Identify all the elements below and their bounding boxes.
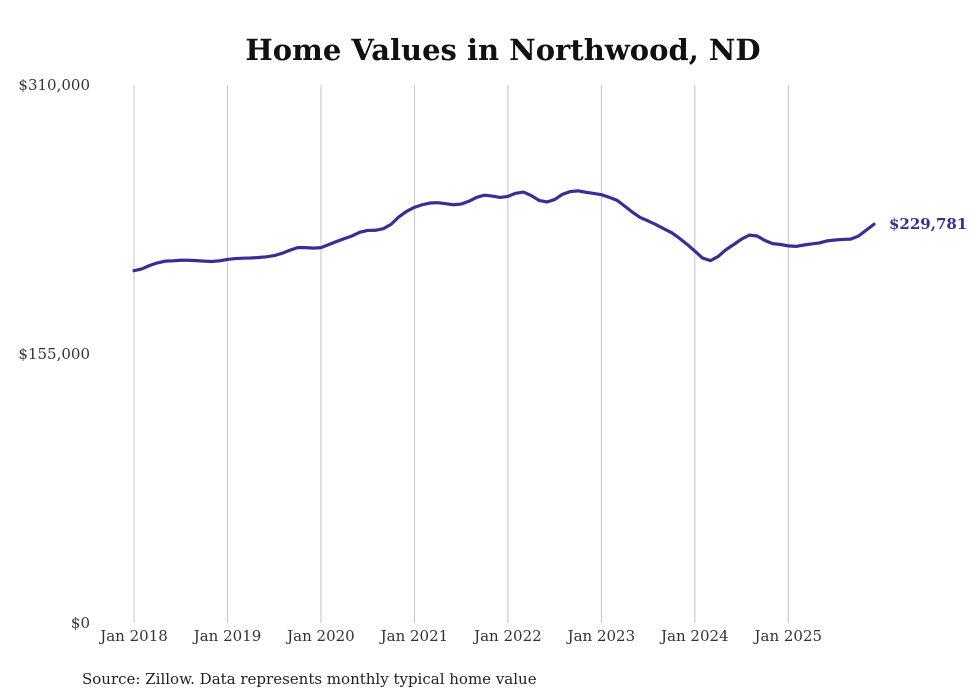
source-note: Source: Zillow. Data represents monthly … [82, 670, 537, 688]
home-value-line [132, 189, 876, 273]
x-tick-label: Jan 2025 [753, 627, 823, 645]
chart-title: Home Values in Northwood, ND [245, 33, 760, 67]
x-tick-label: Jan 2018 [98, 627, 168, 645]
x-tick-label: Jan 2019 [192, 627, 262, 645]
y-tick-label: $310,000 [18, 76, 90, 94]
x-tick-label: Jan 2021 [379, 627, 449, 645]
x-tick-label: Jan 2024 [659, 627, 729, 645]
x-tick-label: Jan 2022 [472, 627, 542, 645]
x-axis-tick-labels: Jan 2018 Jan 2019 Jan 2020 Jan 2021 Jan 2022… [98, 627, 822, 645]
x-tick-label: Jan 2020 [285, 627, 355, 645]
vertical-gridlines [133, 85, 789, 623]
x-tick-label: Jan 2023 [566, 627, 636, 645]
latest-value-label: $229,781 [889, 215, 967, 233]
y-tick-label: $0 [71, 614, 90, 632]
y-tick-label: $155,000 [18, 345, 90, 363]
y-axis-tick-labels: $0 $155,000 $310,000 [18, 76, 90, 632]
